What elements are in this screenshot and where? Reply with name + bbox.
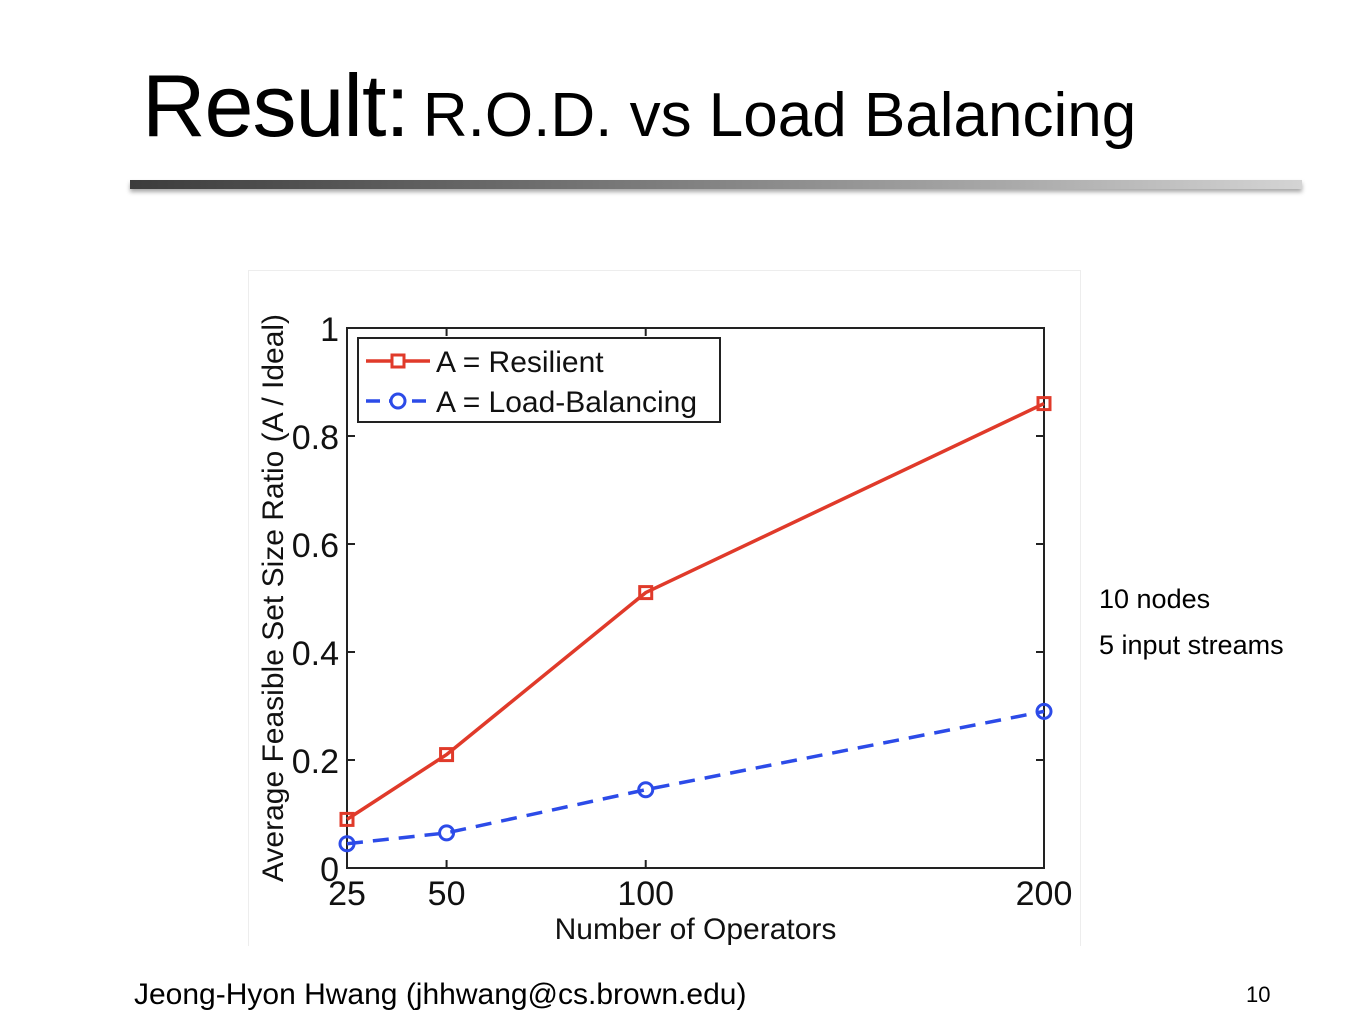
x-tick-label: 100 — [617, 875, 674, 913]
plot-area-box — [346, 327, 1045, 869]
data-point-marker — [339, 811, 355, 827]
author-footer: Jeong-Hyon Hwang (jhhwang@cs.brown.edu) — [134, 978, 747, 1011]
y-tick-label: 0.4 — [292, 635, 339, 673]
x-tick-label: 50 — [428, 875, 466, 913]
y-tick-label: 0.6 — [292, 527, 339, 565]
note-nodes: 10 nodes — [1099, 584, 1211, 614]
slide-title: Result: R.O.D. vs Load Balancing — [142, 62, 1136, 150]
y-axis-label: Average Feasible Set Size Ratio (A / Ide… — [257, 314, 290, 882]
chart-frame: 0 0.2 0.4 0.6 0.8 1 25 50 100 200 Number of Operat… — [248, 270, 1081, 946]
legend: A = Resilient A = Load-Balancing — [357, 337, 721, 423]
x-tick-label: 25 — [328, 875, 366, 913]
page-number: 10 — [1246, 982, 1271, 1007]
series-load-balancing — [338, 702, 1053, 853]
series-line — [346, 402, 1045, 821]
x-axis-label: Number of Operators — [555, 913, 837, 946]
x-tick-label: 200 — [1016, 875, 1073, 913]
y-tick-label: 0.8 — [292, 419, 339, 457]
title-divider — [130, 180, 1302, 189]
y-tick-label: 1 — [320, 311, 339, 349]
series-line — [346, 709, 1045, 846]
slide-title-main: Result: — [142, 56, 410, 155]
slide-title-sub: R.O.D. vs Load Balancing — [422, 81, 1137, 150]
data-point-marker — [1035, 702, 1053, 720]
note-input-streams: 5 input streams — [1099, 630, 1284, 660]
data-point-marker — [1036, 396, 1052, 412]
legend-marker — [390, 353, 406, 369]
data-point-marker — [637, 781, 655, 799]
legend-label: A = Resilient — [436, 346, 604, 379]
line-chart: 0 0.2 0.4 0.6 0.8 1 25 50 100 200 Number of Operat… — [257, 311, 1073, 946]
y-tick-label: 0.2 — [292, 743, 339, 781]
data-point-marker — [338, 835, 356, 853]
legend-marker — [389, 392, 407, 410]
series-resilient — [339, 396, 1052, 827]
y-tick-label: 0 — [320, 851, 339, 889]
legend-label: A = Load-Balancing — [436, 386, 697, 419]
data-point-marker — [438, 824, 456, 842]
data-point-marker — [439, 747, 455, 763]
data-point-marker — [638, 585, 654, 601]
legend-box — [357, 337, 721, 423]
